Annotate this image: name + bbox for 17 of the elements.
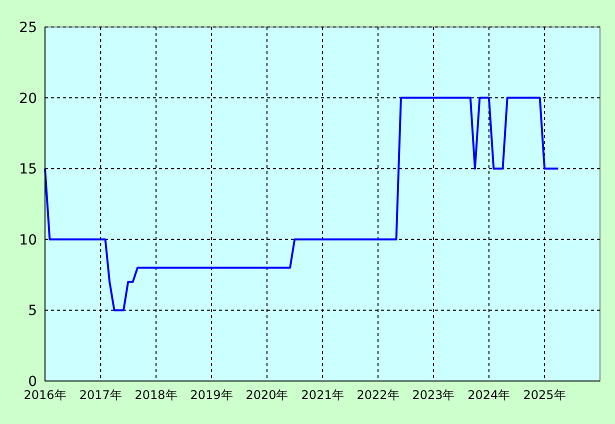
y-tick-label: 20	[19, 90, 37, 107]
x-tick-label: 2023年	[412, 388, 455, 402]
y-tick-label: 5	[28, 303, 37, 320]
y-tick-label: 15	[19, 162, 37, 178]
x-tick-label: 2016年	[24, 388, 66, 402]
x-tick-label: 2022年	[356, 388, 400, 402]
x-tick-label: 2018年	[134, 388, 178, 402]
x-tick-label: 2017年	[79, 388, 122, 402]
x-tick-label: 2020年	[246, 388, 288, 402]
line-series	[44, 96, 560, 312]
y-tick-label: 10	[19, 232, 37, 248]
x-tick-label: 2025年	[523, 388, 566, 402]
y-tick-label: 25	[19, 20, 37, 36]
x-tick-label: 2024年	[468, 388, 510, 402]
x-tick-label: 2019年	[190, 388, 233, 402]
x-tick-label: 2021年	[301, 388, 344, 402]
y-tick-label: 0	[28, 374, 37, 390]
